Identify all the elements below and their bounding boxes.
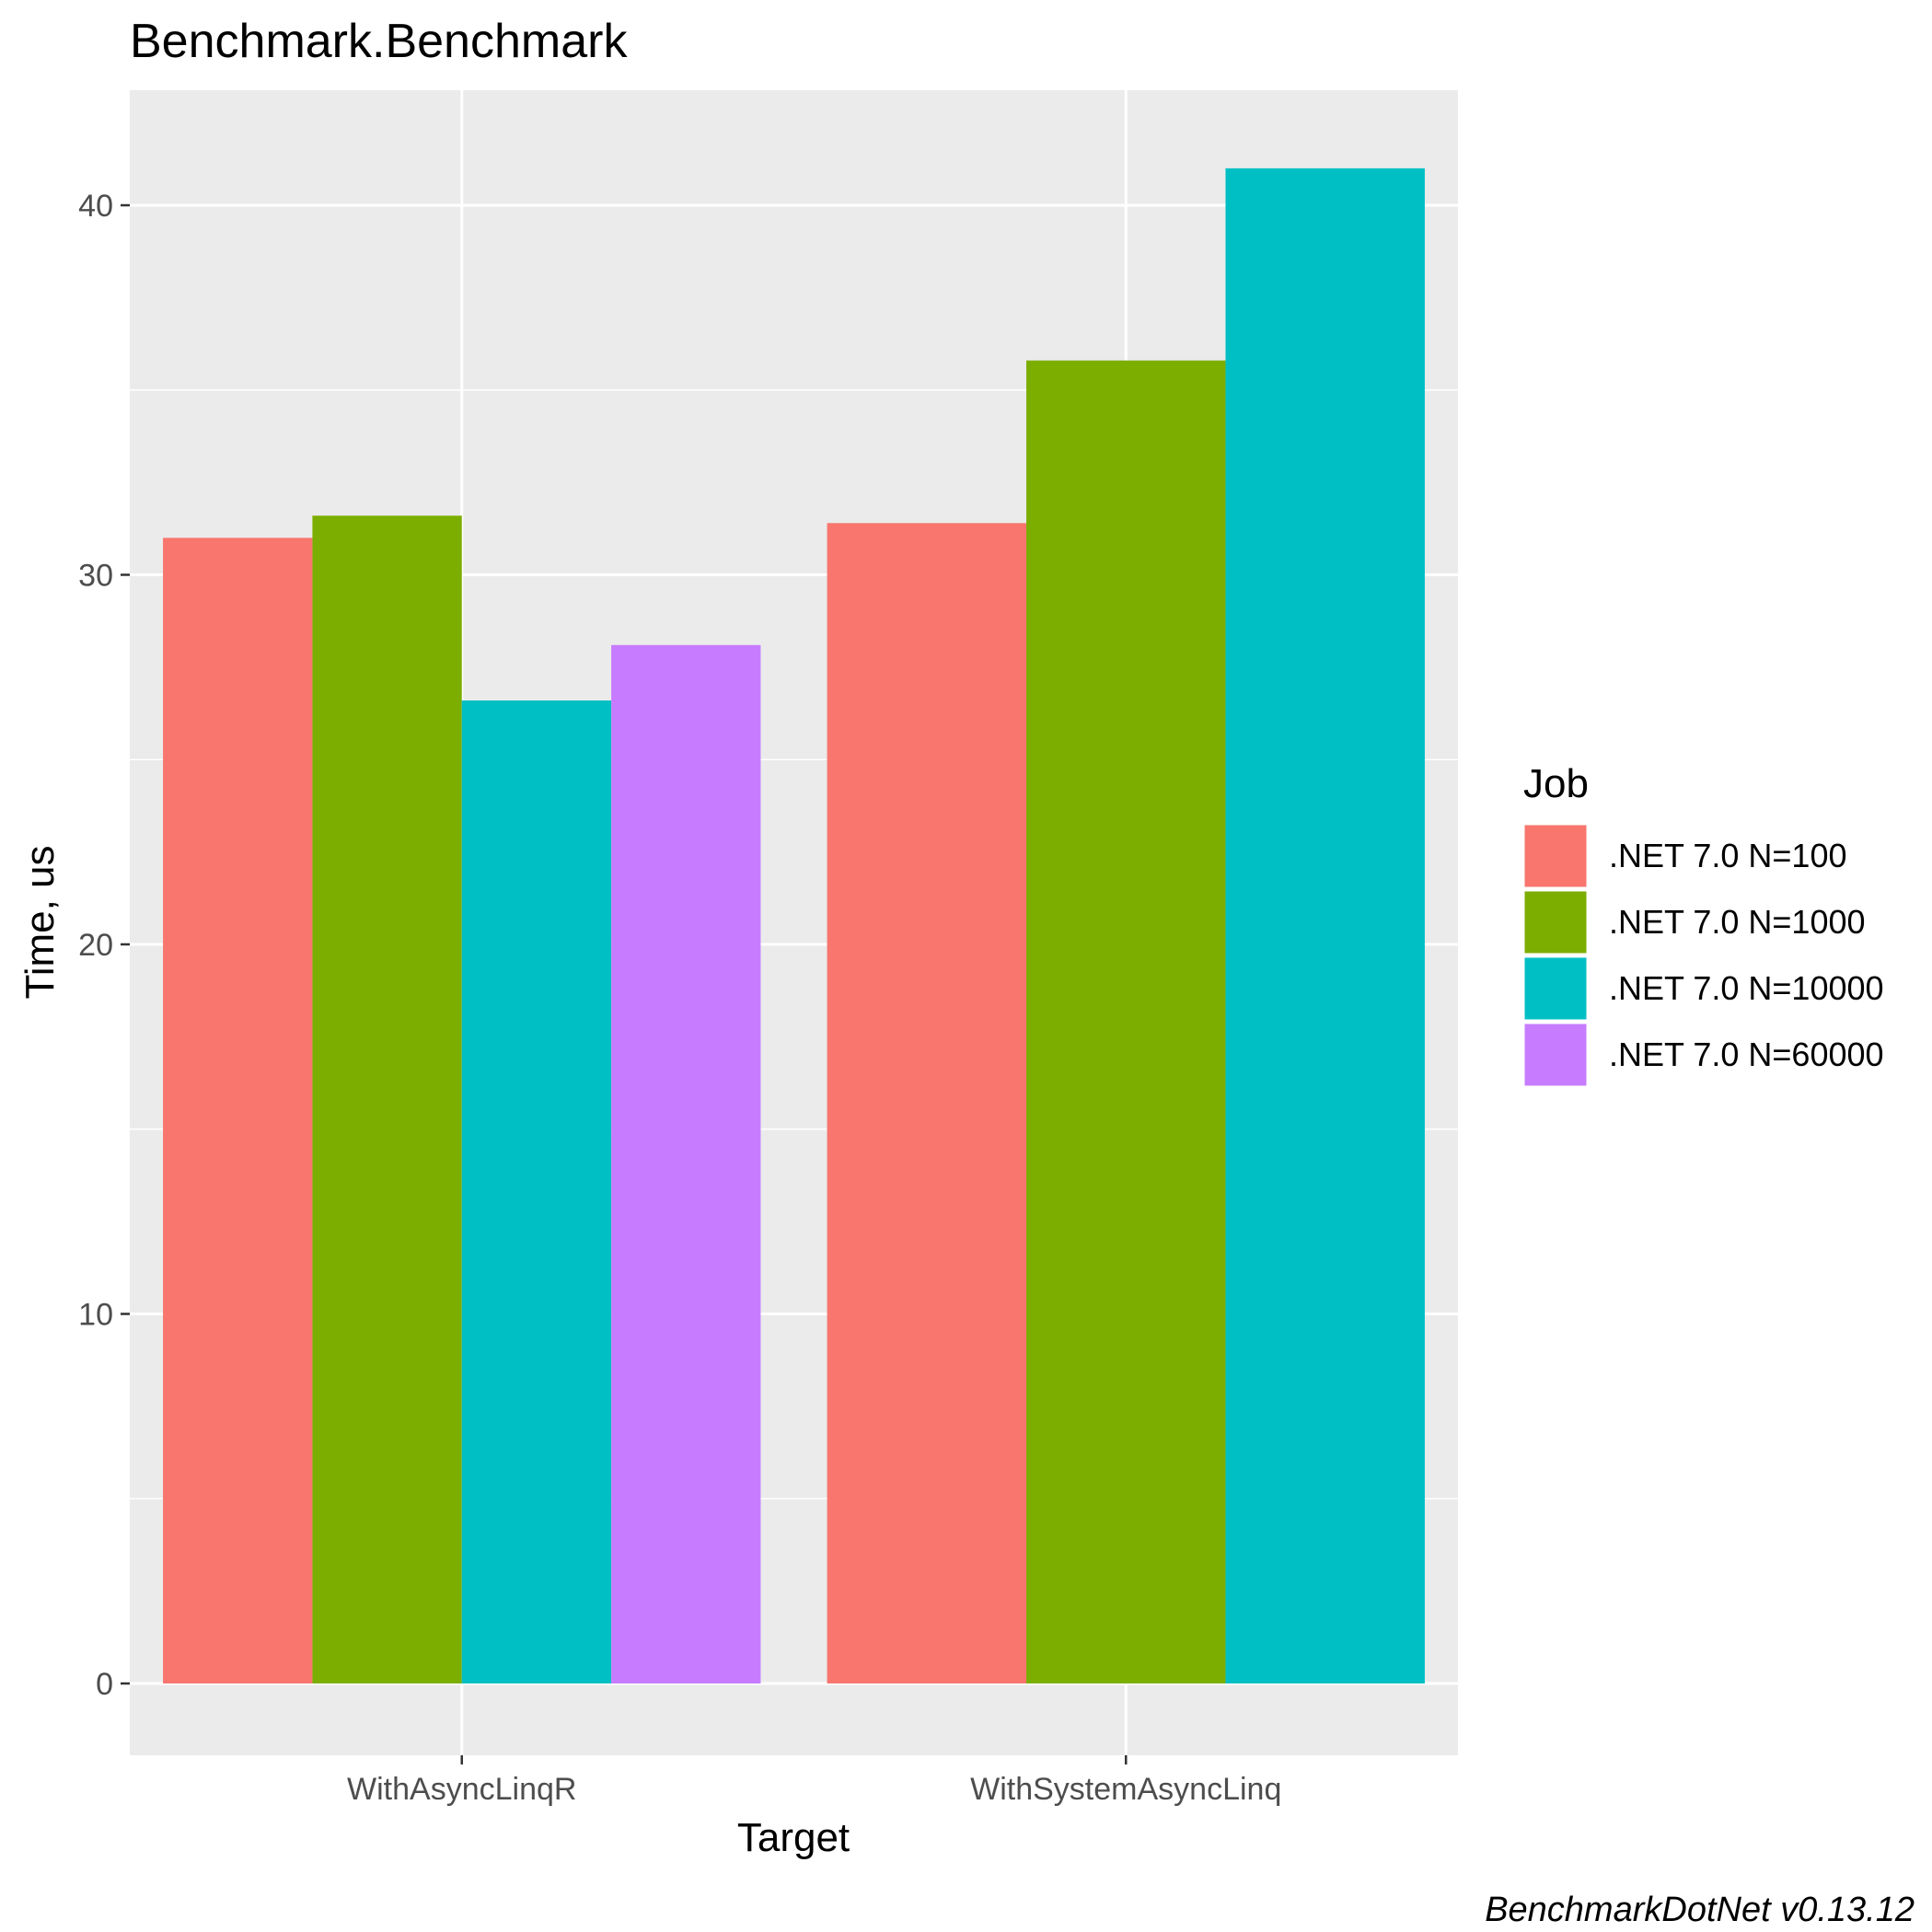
chart-title: Benchmark.Benchmark <box>130 15 628 68</box>
y-tick-label: 0 <box>96 1667 113 1702</box>
bars <box>163 168 1425 1684</box>
legend: Job .NET 7.0 N=100 .NET 7.0 N=1000 .NET 7.… <box>1521 761 1884 1089</box>
x-axis: WithAsyncLinqR WithSystemAsyncLinq <box>347 1755 1281 1807</box>
legend-label: .NET 7.0 N=60000 <box>1609 1035 1884 1073</box>
caption: BenchmarkDotNet v0.13.12 <box>1485 1891 1915 1929</box>
x-tick-label: WithAsyncLinqR <box>347 1772 576 1807</box>
y-tick-label: 20 <box>78 928 113 963</box>
legend-label: .NET 7.0 N=100 <box>1609 837 1847 874</box>
y-tick-label: 10 <box>78 1298 113 1333</box>
legend-key <box>1521 1021 1590 1089</box>
bar <box>461 700 612 1683</box>
y-axis: 0 10 20 30 40 <box>78 189 130 1702</box>
x-axis-title: Target <box>737 1815 850 1860</box>
y-tick-label: 30 <box>78 559 113 594</box>
y-tick-label: 40 <box>78 189 113 224</box>
legend-key <box>1521 822 1590 890</box>
bar <box>1026 360 1226 1683</box>
x-tick-label: WithSystemAsyncLinq <box>970 1772 1281 1807</box>
bar <box>312 515 462 1683</box>
bar <box>611 644 761 1684</box>
bar <box>1225 168 1425 1684</box>
y-axis-title: Time, us <box>17 845 63 999</box>
legend-key <box>1521 888 1590 956</box>
bar <box>827 523 1027 1683</box>
legend-title: Job <box>1523 761 1589 806</box>
legend-label: .NET 7.0 N=1000 <box>1609 903 1866 941</box>
bar <box>163 538 313 1683</box>
legend-key <box>1521 954 1590 1023</box>
legend-label: .NET 7.0 N=10000 <box>1609 969 1884 1007</box>
